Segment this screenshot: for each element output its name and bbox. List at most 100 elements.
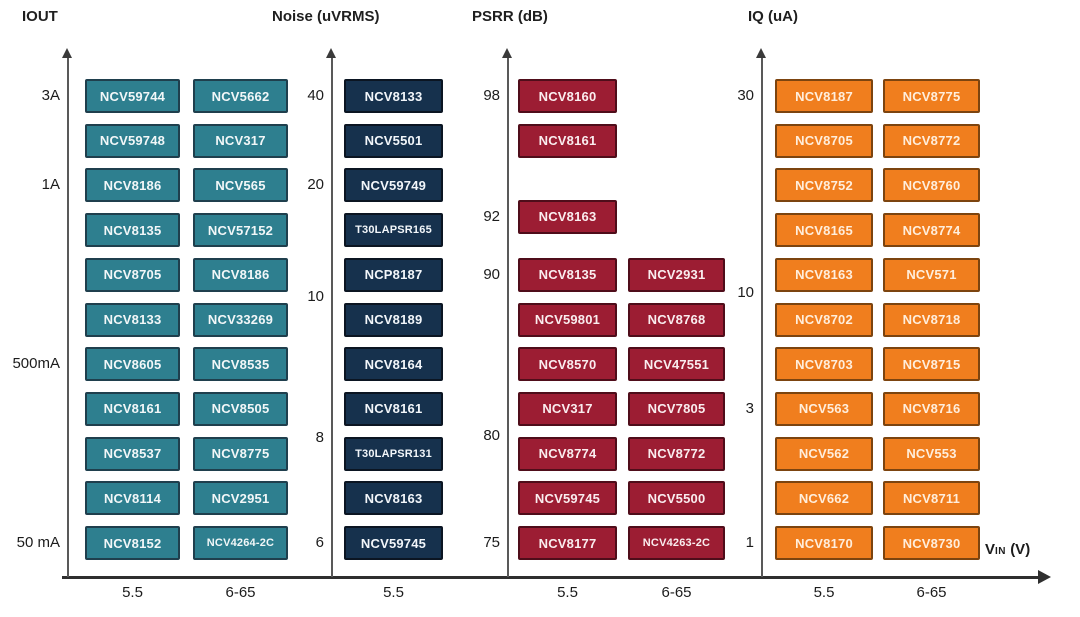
part-box: NCV8170 [775,526,873,560]
y-tick-label: 98 [483,87,500,104]
part-box: NCV8730 [883,526,980,560]
part-box: NCV8186 [193,257,288,292]
part-box: NCV8752 [775,168,873,203]
part-box: NCV8163 [775,257,873,292]
y-tick-label: 10 [737,283,754,301]
part-box: NCV8702 [775,302,873,337]
part-box: NCV5500 [628,481,725,516]
y-tick-label: 3 [745,399,754,417]
panel-title-psrr-db-: PSRR (dB) [472,8,548,25]
y-tick-label: 80 [483,426,500,444]
y-tick-label: 8 [315,428,324,446]
x-axis-label-unit: (V) [1010,541,1031,558]
y-tick-label: 1A [41,176,60,194]
part-box: NCV4263-2C [628,526,725,560]
part-box: NCV59748 [85,123,180,158]
part-box: NCV2951 [193,481,288,516]
part-box: NCV33269 [193,302,288,337]
part-box: NCV59801 [518,302,617,337]
part-box: NCV8535 [193,347,288,382]
part-box: NCV8760 [883,168,980,203]
part-box: NCV317 [193,123,288,158]
part-box: NCV8135 [85,213,180,248]
y-tick-label: 75 [483,534,500,551]
part-box: NCV4264-2C [193,526,288,560]
part-box: NCV563 [775,391,873,426]
y-tick-label: 500mA [12,355,60,373]
y-tick-label: 92 [483,207,500,225]
part-box: NCV8177 [518,526,617,560]
part-box: NCV8163 [518,199,617,234]
y-tick-label: 40 [307,87,324,104]
x-axis-label: VIN (V) [985,541,1030,558]
x-tick-label: 6-65 [225,584,256,601]
x-axis-line [62,576,1040,579]
y-tick-label: 50 mA [16,534,60,551]
part-box: NCV59745 [344,526,443,560]
part-box: NCV8772 [883,123,980,158]
part-box: NCV8703 [775,347,873,382]
y-axis-arrow-icon [62,48,72,58]
part-box: NCV8163 [344,481,443,516]
panel-title-iout: IOUT [22,8,58,25]
part-box: NCV8605 [85,347,180,382]
part-box: NCV5662 [193,79,288,113]
part-box: NCV47551 [628,347,725,382]
part-box: NCV8705 [775,123,873,158]
part-box: NCV662 [775,481,873,516]
part-box: NCV317 [518,391,617,426]
x-tick-label: 6-65 [661,584,692,601]
part-box: NCV8775 [193,436,288,471]
y-axis-arrow-icon [326,48,336,58]
y-axis-arrow-icon [756,48,766,58]
part-box: NCV8165 [775,213,873,248]
part-box: NCV8537 [85,436,180,471]
part-box: NCV8716 [883,391,980,426]
part-box: NCV8160 [518,79,617,113]
part-box: NCV8133 [85,302,180,337]
x-tick-label: 5.5 [557,584,578,601]
part-box: NCV8164 [344,347,443,382]
part-box: NCV59749 [344,168,443,203]
part-box: T30LAPSR131 [344,436,443,471]
y-tick-label: 90 [483,265,500,283]
part-box: NCV2931 [628,257,725,292]
x-axis-label-sub: IN [995,546,1007,557]
part-box: NCV8187 [775,79,873,113]
part-box: NCV59744 [85,79,180,113]
y-tick-label: 1 [745,534,754,551]
x-tick-label: 5.5 [813,584,835,601]
y-tick-label: 20 [307,176,324,194]
part-box: NCV8711 [883,481,980,516]
part-box: NCV562 [775,436,873,471]
part-box: NCV8505 [193,391,288,426]
y-tick-label: 6 [315,534,324,551]
part-box: NCV571 [883,257,980,292]
part-box: NCV7805 [628,391,725,426]
part-box: NCP8187 [344,257,443,292]
x-axis-arrow-icon [1038,570,1051,584]
x-tick-label: 5.5 [383,584,404,601]
y-axis-line [761,58,763,577]
part-box: NCV59745 [518,481,617,516]
part-box: NCV8186 [85,168,180,203]
y-axis-arrow-icon [502,48,512,58]
part-box: NCV8161 [344,391,443,426]
part-box: NCV565 [193,168,288,203]
part-box: NCV8718 [883,302,980,337]
part-box: NCV8705 [85,257,180,292]
part-box: NCV8133 [344,79,443,113]
y-tick-label: 10 [307,288,324,306]
part-box: NCV5501 [344,123,443,158]
panel-title-noise-uvrms-: Noise (uVRMS) [272,8,380,25]
part-box: NCV8114 [85,481,180,516]
part-box: NCV553 [883,436,980,471]
part-box: NCV8768 [628,302,725,337]
x-tick-label: 5.5 [122,584,143,601]
part-box: NCV57152 [193,213,288,248]
part-box: NCV8189 [344,302,443,337]
part-box: NCV8772 [628,436,725,471]
part-box: NCV8774 [518,436,617,471]
part-box: T30LAPSR165 [344,213,443,248]
part-box: NCV8161 [85,391,180,426]
